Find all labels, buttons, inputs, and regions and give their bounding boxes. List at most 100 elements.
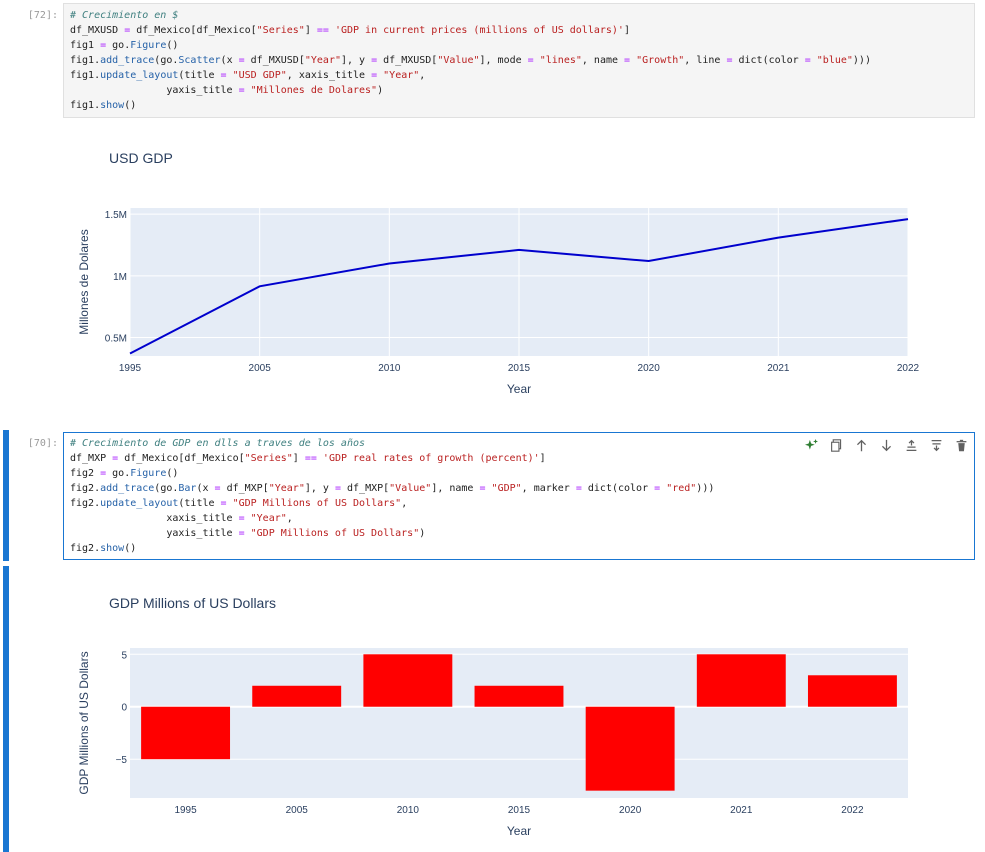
code-token: =	[479, 483, 486, 494]
code-line[interactable]: yaxis_title = "GDP Millions of US Dollar…	[70, 526, 425, 541]
code-token: Figure	[130, 468, 167, 479]
trash-icon[interactable]	[953, 437, 970, 454]
code-token: , name	[581, 55, 625, 66]
code-token: =	[624, 55, 631, 66]
bar	[807, 675, 897, 707]
x-tick-label: 2015	[508, 363, 531, 374]
code-token: =	[238, 528, 245, 539]
code-line[interactable]: fig2 = go.Figure()	[70, 466, 178, 481]
code-token: "Growth"	[636, 55, 685, 66]
code-token: "Value"	[389, 483, 432, 494]
code-token: ], mode	[479, 55, 528, 66]
code-token: ()	[166, 40, 179, 51]
x-tick-label: 2021	[730, 805, 753, 816]
x-tick-label: 2021	[767, 363, 790, 374]
code-token: add_trace	[100, 483, 155, 494]
arrow-down-icon[interactable]	[878, 437, 895, 454]
code-token: "Year"	[268, 483, 305, 494]
code-token: ,	[419, 70, 426, 81]
code-line[interactable]: yaxis_title = "Millones de Dolares")	[70, 83, 383, 98]
x-tick-label: 1995	[174, 805, 197, 816]
code-token: fig2.	[70, 543, 101, 554]
code-token: "GDP"	[491, 483, 522, 494]
code-token: go.	[106, 40, 131, 51]
code-token: )	[419, 528, 426, 539]
code-token: df_MXUSD	[70, 25, 125, 36]
code-cell-1[interactable]: [72]: # Crecimiento en $ df_MXUSD = df_Me…	[0, 0, 985, 125]
x-tick-label: 2020	[638, 363, 661, 374]
code-token: df_Mexico[df_Mexico[	[130, 25, 257, 36]
code-line[interactable]: # Crecimiento de GDP en dlls a traves de…	[70, 436, 365, 451]
x-axis-title: Year	[507, 824, 531, 838]
code-token: (title	[178, 498, 221, 509]
code-token: Figure	[130, 40, 167, 51]
code-token: ()	[166, 468, 179, 479]
code-token: (go.	[154, 55, 179, 66]
code-token: # Crecimiento de GDP en dlls a traves de…	[70, 438, 366, 449]
arrow-up-icon[interactable]	[853, 437, 870, 454]
bar	[141, 706, 231, 760]
insert-above-icon[interactable]	[903, 437, 920, 454]
y-axis-title: Millones de Dolares	[77, 229, 91, 334]
code-line[interactable]: df_MXUSD = df_Mexico[df_Mexico["Series"]…	[70, 23, 630, 38]
y-tick-label: 5	[121, 650, 127, 661]
code-line[interactable]: fig2.show()	[70, 541, 136, 556]
code-token: "lines"	[539, 55, 582, 66]
code-token: xaxis_title	[70, 513, 239, 524]
code-line[interactable]: fig1.show()	[70, 98, 136, 113]
code-line[interactable]: # Crecimiento en $	[70, 8, 178, 23]
code-token: update_layout	[100, 70, 179, 81]
code-token: ,	[286, 513, 293, 524]
code-token: =	[112, 453, 119, 464]
insert-below-icon[interactable]	[928, 437, 945, 454]
code-line[interactable]: fig1.add_trace(go.Scatter(x = df_MXUSD["…	[70, 53, 871, 68]
code-line[interactable]: fig1.update_layout(title = "USD GDP", xa…	[70, 68, 425, 83]
code-token: =	[220, 70, 227, 81]
code-token: =	[527, 55, 534, 66]
code-line[interactable]: xaxis_title = "Year",	[70, 511, 293, 526]
code-editor[interactable]: # Crecimiento en $ df_MXUSD = df_Mexico[d…	[63, 3, 975, 118]
code-token: =	[214, 483, 221, 494]
code-token: df_MXP[	[340, 483, 390, 494]
code-token: fig1	[70, 40, 101, 51]
code-token: Scatter	[178, 55, 221, 66]
code-line[interactable]: fig2.update_layout(title = "GDP Millions…	[70, 496, 407, 511]
code-editor-active[interactable]: # Crecimiento de GDP en dlls a traves de…	[63, 432, 975, 560]
code-token: ,	[401, 498, 408, 509]
code-token: "Value"	[437, 55, 480, 66]
code-token: update_layout	[100, 498, 179, 509]
cell-prompt: [72]:	[27, 10, 58, 21]
code-token: (title	[178, 70, 221, 81]
code-line[interactable]: fig2.add_trace(go.Bar(x = df_MXP["Year"]…	[70, 481, 714, 496]
code-token: df_MXP	[70, 453, 113, 464]
code-token: "GDP Millions of US Dollars"	[232, 498, 402, 509]
code-token: , marker	[521, 483, 576, 494]
code-token: dict(color	[732, 55, 805, 66]
code-token: (x	[196, 483, 215, 494]
code-token: ], y	[304, 483, 335, 494]
series-line	[129, 218, 909, 355]
code-token: , xaxis_title	[286, 70, 372, 81]
code-token: ]	[623, 25, 630, 36]
code-line[interactable]: fig1 = go.Figure()	[70, 38, 178, 53]
sparkle-icon[interactable]	[803, 437, 820, 454]
code-token: df_MXUSD[	[377, 55, 438, 66]
code-token: 'GDP real rates of growth (percent)'	[322, 453, 540, 464]
code-token: "Year"	[383, 70, 420, 81]
cell-prompt: [70]:	[27, 438, 58, 449]
code-token: "Series"	[256, 25, 305, 36]
bar	[696, 654, 786, 707]
code-token: =	[124, 25, 131, 36]
copy-icon[interactable]	[828, 437, 845, 454]
code-cell-2[interactable]: [70]: # Crecimiento de GDP en dlls a tra…	[0, 430, 985, 561]
bar	[474, 685, 564, 707]
code-token: ], name	[431, 483, 480, 494]
y-axis-title: GDP Millions of US Dollars	[77, 651, 91, 794]
bar	[363, 654, 453, 707]
code-token: # Crecimiento en $	[70, 10, 179, 21]
code-token: )	[377, 85, 384, 96]
code-line[interactable]: df_MXP = df_Mexico[df_Mexico["Series"] =…	[70, 451, 546, 466]
code-token: )))	[852, 55, 871, 66]
code-token: ()	[124, 100, 137, 111]
code-token: =	[220, 498, 227, 509]
